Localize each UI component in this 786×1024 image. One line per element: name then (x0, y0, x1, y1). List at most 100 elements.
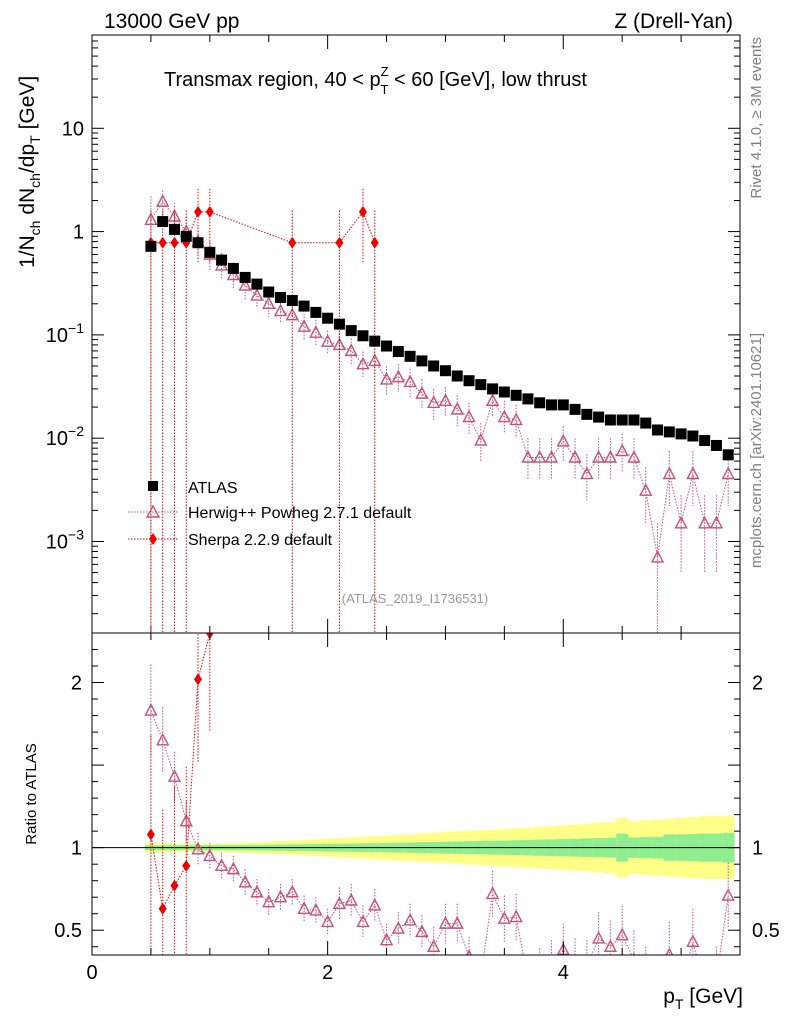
main-ytick-label: 10−1 (46, 320, 84, 347)
herwig-point (250, 288, 264, 301)
atlas-point (710, 439, 722, 451)
ratio-xtick-label: 4 (558, 962, 569, 984)
header-left: 13000 GeV pp (104, 10, 239, 33)
herwig-point (438, 393, 453, 407)
main-series (144, 188, 735, 633)
herwig-point (344, 343, 358, 357)
ratio-axis-ticks: 0.5 0.5 1 1 2 2 0 2 4 (54, 633, 780, 984)
herwig-point (509, 412, 523, 426)
atlas-point (251, 278, 263, 290)
herwig-ratio-point (403, 912, 417, 926)
herwig-point (144, 212, 158, 226)
herwig-point (697, 515, 712, 529)
herwig-ratio-point (214, 858, 229, 872)
atlas-point (699, 434, 711, 446)
herwig-point (709, 515, 724, 529)
herwig-ratio-point (522, 974, 533, 985)
rivet-version-label: Rivet 4.1.0, ≥ 3M events (748, 37, 765, 199)
legend-label-herwig: Herwig++ Powheg 2.7.1 default (188, 505, 412, 522)
sherpa-point (288, 236, 297, 249)
sherpa-point (205, 205, 214, 218)
atlas-point (216, 254, 228, 266)
herwig-ratio-point (344, 892, 358, 906)
ratio-xtick-label: 0 (86, 962, 97, 984)
herwig-ratio-point (686, 934, 700, 947)
main-ytick-label-base: 1 (73, 222, 84, 244)
ratio-series (144, 633, 735, 985)
atlas-point (487, 383, 499, 395)
atlas-point (204, 246, 216, 258)
atlas-point (534, 397, 546, 409)
sherpa-ratio-connector (150, 633, 211, 911)
atlas-point (652, 424, 664, 436)
sherpa-point (158, 236, 167, 249)
herwig-point (580, 466, 594, 480)
herwig-ratio-connector (150, 710, 729, 955)
atlas-point (545, 399, 557, 411)
herwig-point (379, 371, 394, 385)
herwig-ratio-point (297, 901, 311, 914)
atlas-point (369, 335, 381, 347)
herwig-point (497, 409, 512, 423)
sherpa-ratio-point (158, 902, 167, 915)
main-ytick-label: 10−2 (46, 423, 84, 450)
herwig-ratio-point (285, 884, 299, 898)
x-axis-label: pT [GeV] (663, 985, 743, 1012)
header-right: Z (Drell-Yan) (614, 10, 733, 33)
ratio-ytick-label-right: 1 (752, 838, 763, 860)
atlas-point (239, 271, 251, 283)
herwig-point (721, 466, 735, 480)
herwig-ratio-point (179, 813, 193, 827)
herwig-point (226, 267, 241, 281)
herwig-ratio-point (391, 921, 405, 934)
atlas-point (640, 417, 652, 429)
atlas-point (345, 325, 357, 337)
herwig-point (415, 386, 429, 399)
sherpa-ratio-point (182, 859, 191, 872)
legend-marker-sherpa (149, 533, 157, 545)
herwig-ratio-point (497, 911, 512, 924)
ratio-xtick-label: 2 (322, 962, 333, 984)
main-ytick-label-base: 10 (46, 325, 68, 347)
sherpa-point (370, 236, 379, 249)
atlas-point (451, 370, 463, 382)
atlas-point (428, 360, 440, 372)
main-ytick-label: 10 (62, 118, 84, 140)
herwig-ratio-point (546, 957, 557, 968)
legend-label-sherpa: Sherpa 2.2.9 default (188, 532, 333, 549)
herwig-point (356, 356, 370, 370)
main-ytick-label-base: 10 (46, 428, 68, 450)
atlas-point (475, 379, 487, 391)
herwig-ratio-point (156, 732, 170, 746)
herwig-point (544, 449, 559, 463)
herwig-ratio-point (320, 914, 335, 928)
herwig-point (603, 449, 618, 463)
atlas-point (192, 237, 204, 249)
sherpa-point (358, 205, 367, 218)
atlas-point (498, 386, 510, 398)
atlas-point (404, 350, 416, 362)
herwig-ratio-point (475, 970, 486, 981)
herwig-ratio-point (238, 874, 252, 888)
herwig-point (674, 515, 688, 529)
herwig-point (156, 194, 170, 207)
legend: ATLAS Herwig++ Powheg 2.7.1 default Sher… (128, 480, 412, 549)
sherpa-ratio-point (194, 673, 203, 686)
atlas-point (604, 414, 616, 426)
atlas-point (463, 375, 475, 387)
herwig-ratio-point (665, 947, 674, 955)
herwig-ratio-point (603, 939, 618, 952)
herwig-ratio-point (534, 966, 545, 977)
ratio-ylabel: Ratio to ATLAS (23, 743, 40, 844)
herwig-ratio-point (485, 886, 500, 900)
herwig-ratio-point (368, 897, 382, 911)
atlas-point (416, 355, 428, 367)
herwig-point (533, 449, 547, 463)
herwig-ratio-point (415, 924, 429, 938)
herwig-point (615, 443, 629, 457)
atlas-point (616, 414, 628, 426)
herwig-point (686, 466, 700, 480)
herwig-ratio-point (711, 974, 722, 985)
herwig-point (273, 303, 288, 317)
